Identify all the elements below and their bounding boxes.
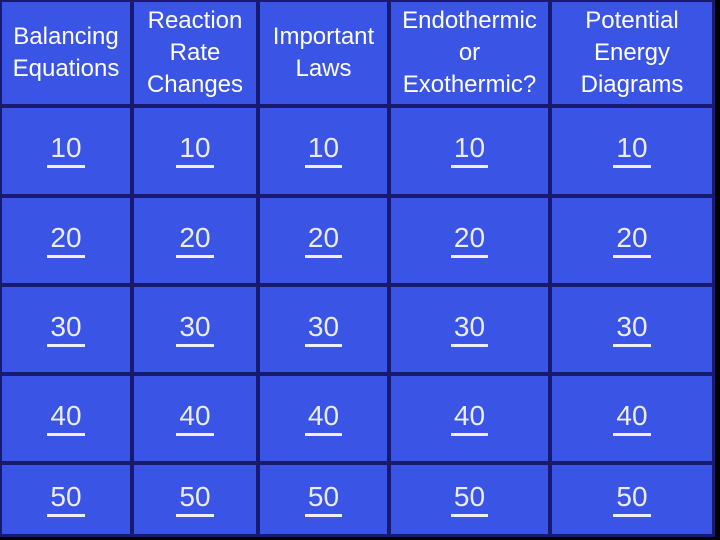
clue-link[interactable]: 40 <box>47 401 85 436</box>
clue-link[interactable]: 20 <box>47 223 85 258</box>
clue-link[interactable]: 30 <box>47 312 85 347</box>
clue-link[interactable]: 40 <box>176 401 214 436</box>
clue-cell-laws-50[interactable]: 50 <box>260 465 387 534</box>
clue-cell-balancing-30[interactable]: 30 <box>2 287 130 372</box>
clue-link[interactable]: 40 <box>304 401 343 436</box>
clue-cell-reaction-10[interactable]: 10 <box>134 108 256 194</box>
clue-link[interactable]: 20 <box>176 223 214 258</box>
clue-cell-potential-30[interactable]: 30 <box>552 287 712 372</box>
clue-cell-reaction-40[interactable]: 40 <box>134 376 256 461</box>
clue-cell-endoexo-50[interactable]: 50 <box>391 465 548 534</box>
clue-cell-balancing-40[interactable]: 40 <box>2 376 130 461</box>
clue-link[interactable]: 20 <box>613 223 651 258</box>
clue-link[interactable]: 20 <box>304 223 343 258</box>
clue-link[interactable]: 10 <box>176 134 214 168</box>
clue-cell-laws-30[interactable]: 30 <box>260 287 387 372</box>
clue-cell-balancing-50[interactable]: 50 <box>2 465 130 534</box>
clue-link[interactable]: 50 <box>47 482 85 517</box>
clue-link[interactable]: 40 <box>450 401 489 436</box>
category-header-endo-exo: Endothermic or Exothermic? <box>391 2 548 104</box>
clue-cell-potential-50[interactable]: 50 <box>552 465 712 534</box>
clue-cell-reaction-30[interactable]: 30 <box>134 287 256 372</box>
clue-link[interactable]: 10 <box>450 134 489 168</box>
clue-link[interactable]: 40 <box>613 401 651 436</box>
clue-link[interactable]: 20 <box>450 223 489 258</box>
clue-link[interactable]: 50 <box>450 482 489 517</box>
clue-link[interactable]: 30 <box>176 312 214 347</box>
category-header-balancing-equations: Balancing Equations <box>2 2 130 104</box>
clue-cell-reaction-50[interactable]: 50 <box>134 465 256 534</box>
clue-cell-potential-10[interactable]: 10 <box>552 108 712 194</box>
clue-link[interactable]: 50 <box>176 482 214 517</box>
clue-cell-balancing-10[interactable]: 10 <box>2 108 130 194</box>
clue-link[interactable]: 10 <box>613 134 651 168</box>
clue-cell-endoexo-40[interactable]: 40 <box>391 376 548 461</box>
clue-cell-endoexo-30[interactable]: 30 <box>391 287 548 372</box>
category-header-important-laws: Important Laws <box>260 2 387 104</box>
clue-link[interactable]: 50 <box>304 482 343 517</box>
clue-cell-laws-20[interactable]: 20 <box>260 198 387 283</box>
category-header-potential-energy-diagrams: Potential Energy Diagrams <box>552 2 712 104</box>
clue-link[interactable]: 30 <box>450 312 489 347</box>
clue-link[interactable]: 30 <box>613 312 651 347</box>
clue-cell-endoexo-10[interactable]: 10 <box>391 108 548 194</box>
clue-link[interactable]: 30 <box>304 312 343 347</box>
clue-cell-laws-10[interactable]: 10 <box>260 108 387 194</box>
clue-link[interactable]: 10 <box>304 134 343 168</box>
clue-link[interactable]: 50 <box>613 482 651 517</box>
clue-cell-potential-40[interactable]: 40 <box>552 376 712 461</box>
clue-cell-endoexo-20[interactable]: 20 <box>391 198 548 283</box>
clue-link[interactable]: 10 <box>47 134 85 168</box>
clue-cell-laws-40[interactable]: 40 <box>260 376 387 461</box>
category-header-reaction-rate-changes: Reaction Rate Changes <box>134 2 256 104</box>
clue-cell-potential-20[interactable]: 20 <box>552 198 712 283</box>
clue-cell-balancing-20[interactable]: 20 <box>2 198 130 283</box>
clue-cell-reaction-20[interactable]: 20 <box>134 198 256 283</box>
